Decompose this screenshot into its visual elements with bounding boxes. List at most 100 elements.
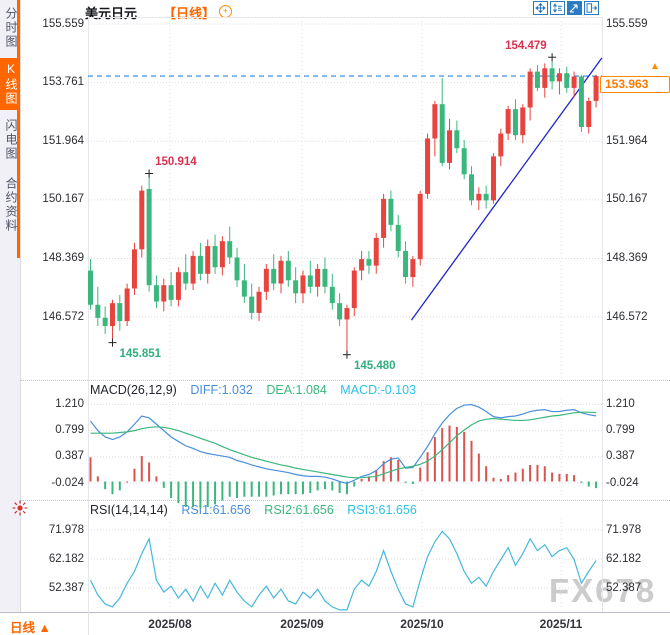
main-y-axis-label-right: 148.369 [606,251,648,264]
live-alert-icon[interactable] [11,499,29,517]
macd-bar-up [89,457,92,482]
macd-bar-down [111,481,114,495]
zoom-chart-tool-icon[interactable] [567,1,582,15]
candle-body [146,188,152,286]
macd-bar-down [243,481,246,497]
candle-body [337,303,343,320]
macd-bar-up [140,456,143,482]
rsi-y-axis-label-left: 62.182 [48,552,84,565]
chart-toolbar [533,1,599,15]
candle-body [263,268,269,292]
macd-bar-up [485,466,488,482]
macd-bar-up [397,459,400,482]
candle-body [219,241,225,268]
sidebar-item-lightning-chart[interactable]: 闪电图 [4,119,18,161]
candle-body [197,255,203,274]
plot-right-border [602,17,603,612]
main-y-axis-label-left: 150.167 [42,193,84,206]
macd-bar-down [265,481,268,497]
candle-body [512,109,518,136]
main-y-axis-label-left: 148.369 [42,251,84,264]
macd-bar-up [521,468,524,482]
macd-dea-value: DEA:1.084 [266,383,327,397]
candle-body [381,198,387,238]
candle-body [278,260,284,284]
candle-body [564,73,570,88]
candle-body [586,100,592,128]
candle-body [161,285,167,302]
macd-bar-down [104,481,107,490]
macd-bar-down [287,481,290,495]
candle-body [410,259,416,278]
macd-bar-down [411,481,414,485]
candle-body [542,68,548,88]
macd-bar-up [558,473,561,482]
macd-bar-up [543,466,546,482]
sidebar-item-time-chart[interactable]: 分时图 [4,7,18,49]
macd-bar-up [96,476,99,482]
period-tag: 【日线】 [163,6,216,21]
main-y-axis-label-left: 146.572 [42,310,84,323]
macd-bar-up [426,452,429,482]
macd-dea-line [90,411,597,479]
axis-scale-tool-icon[interactable] [550,1,565,15]
candle-body [366,259,372,266]
rsi-header: RSI(14,14,14) RSI1:61.656 RSI2:61.656 RS… [90,503,417,517]
bottom-axis-bar [0,612,670,635]
exit-chart-tool-icon[interactable] [584,1,599,15]
main-y-axis-label-right: 155.559 [606,17,648,30]
candle-body [593,76,599,101]
macd-bar-down [353,481,356,487]
macd-bar-down [338,481,341,493]
candle-body [256,291,262,313]
macd-bar-up [367,476,370,482]
macd-bar-up [470,440,473,482]
macd-y-axis-label-left: -0.024 [51,476,84,489]
rsi2-value: RSI2:61.656 [264,503,334,517]
macd-y-axis-label-left: 1.210 [55,398,84,411]
candle-body [359,259,365,271]
macd-bar-up [441,428,444,482]
macd-bar-down [228,481,231,497]
macd-bar-down [170,481,173,499]
macd-bar-up [463,431,466,482]
candle-body [190,255,196,284]
macd-bar-down [118,481,121,491]
candle-body [490,156,496,201]
sidebar-item-kline-chart[interactable]: K线图 [0,58,20,110]
candle-body [425,138,431,194]
macd-bar-down [162,481,165,488]
candle-body [95,304,101,318]
macd-y-axis-label-left: 0.799 [55,424,84,437]
candle-body [212,246,218,268]
macd-bar-up [148,462,151,482]
main-y-axis-label-right: 150.167 [606,193,648,206]
macd-bar-up [126,481,129,483]
macd-bar-up [536,464,539,482]
candle-body [307,275,313,287]
candle-body [153,285,159,302]
macd-bar-up [455,426,458,482]
candle-body [300,275,306,294]
macd-bar-down [316,481,319,491]
macd-y-axis-label-right: 0.387 [606,450,635,463]
rsi-line [89,530,597,611]
annotation-low-price: 145.851 [119,347,162,360]
macd-bar-up [529,464,532,482]
crosshair-tool-icon[interactable] [533,1,548,15]
candle-body [534,71,540,88]
macd-bar-up [433,436,436,482]
price-up-arrow-icon: ▲ [650,61,660,72]
macd-bar-up [360,478,363,482]
macd-y-axis-label-left: 0.387 [55,450,84,463]
candle-body [549,68,555,82]
period-selector[interactable]: 日线 ▲ [10,621,51,635]
macd-bar-down [301,481,304,495]
candle-body [329,286,335,304]
candle-body [417,193,423,260]
macd-bar-down [294,481,297,495]
sidebar-item-contract-info[interactable]: 合约资料 [4,177,18,233]
plot-left-border [88,17,89,612]
